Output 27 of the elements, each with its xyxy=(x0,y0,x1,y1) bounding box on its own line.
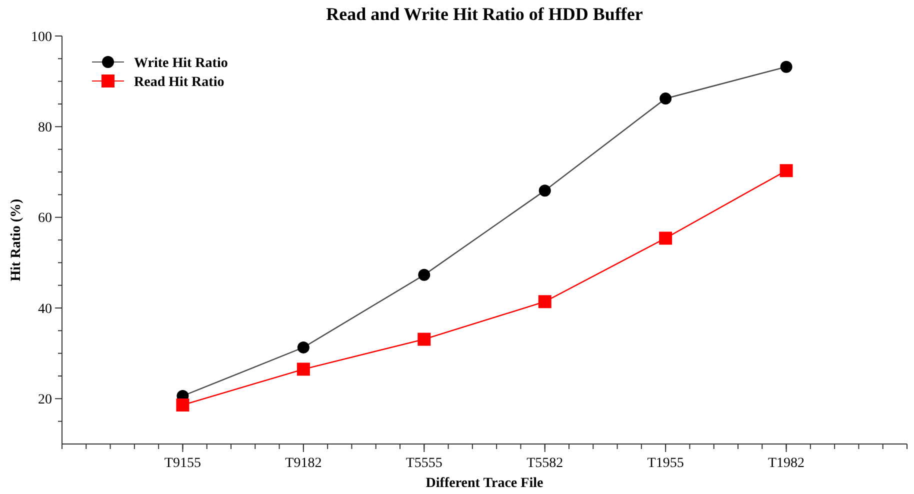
point xyxy=(538,184,551,197)
point xyxy=(418,268,430,281)
point xyxy=(297,341,310,354)
point xyxy=(660,92,672,105)
y-tick-label: 100 xyxy=(31,30,52,45)
point xyxy=(176,398,190,412)
legend-label: Read Hit Ratio xyxy=(134,74,224,90)
point xyxy=(780,164,793,178)
x-tick-label: T5555 xyxy=(406,456,442,471)
x-tick-label: T9182 xyxy=(285,456,322,471)
x-tick-label: T9155 xyxy=(164,456,201,471)
chart-title: Read and Write Hit Ratio of HDD Buffer xyxy=(326,4,643,24)
y-tick-label: 40 xyxy=(38,302,52,317)
point xyxy=(538,295,552,308)
y-axis-title: Hit Ratio (%) xyxy=(9,198,24,282)
x-tick-label: T1955 xyxy=(647,456,684,471)
x-tick-label: T5582 xyxy=(526,456,564,471)
point xyxy=(780,60,792,73)
point xyxy=(418,332,431,346)
y-tick-label: 60 xyxy=(38,211,52,226)
legend-label: Write Hit Ratio xyxy=(134,56,228,71)
x-tick-label: T1982 xyxy=(768,456,805,471)
y-tick-label: 80 xyxy=(38,120,52,136)
point xyxy=(296,362,310,376)
point xyxy=(659,232,672,245)
y-tick-label: 20 xyxy=(38,392,52,408)
x-axis-title: Different Trace File xyxy=(426,476,544,491)
